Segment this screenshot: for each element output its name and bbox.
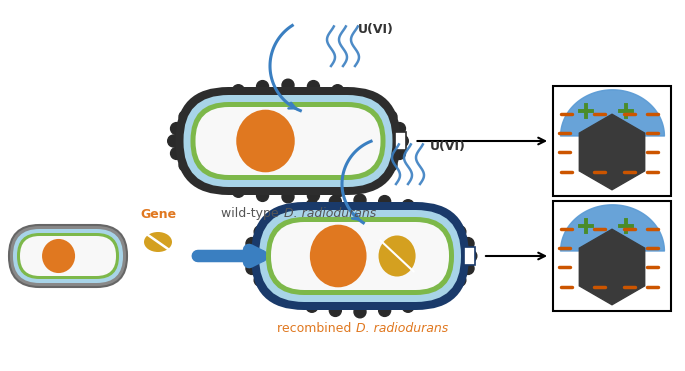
Text: wild-type: wild-type <box>221 207 283 220</box>
Text: Gene: Gene <box>140 207 176 220</box>
Circle shape <box>192 100 205 112</box>
Circle shape <box>179 159 191 171</box>
Circle shape <box>397 135 408 147</box>
Circle shape <box>171 122 183 135</box>
Circle shape <box>308 81 319 93</box>
Circle shape <box>465 250 477 262</box>
Circle shape <box>282 79 294 91</box>
Circle shape <box>379 304 390 316</box>
Ellipse shape <box>379 236 416 276</box>
Bar <box>553 86 671 196</box>
Circle shape <box>211 178 223 191</box>
Circle shape <box>354 194 366 206</box>
Circle shape <box>285 206 297 219</box>
Circle shape <box>267 285 279 297</box>
Circle shape <box>423 206 435 219</box>
Circle shape <box>462 262 474 275</box>
Circle shape <box>332 185 344 197</box>
Circle shape <box>257 190 269 201</box>
Circle shape <box>385 159 397 171</box>
Circle shape <box>267 215 279 227</box>
Circle shape <box>254 226 266 238</box>
FancyBboxPatch shape <box>13 229 123 283</box>
Circle shape <box>179 111 191 123</box>
Ellipse shape <box>310 225 366 287</box>
Circle shape <box>402 200 414 212</box>
FancyBboxPatch shape <box>266 217 454 295</box>
FancyBboxPatch shape <box>271 222 449 290</box>
Circle shape <box>454 226 466 238</box>
Ellipse shape <box>144 232 172 252</box>
Circle shape <box>329 304 341 316</box>
Circle shape <box>282 191 294 203</box>
Circle shape <box>353 178 365 191</box>
FancyBboxPatch shape <box>175 87 401 195</box>
Circle shape <box>462 237 474 250</box>
Circle shape <box>168 135 179 147</box>
Circle shape <box>329 196 341 208</box>
Circle shape <box>211 91 223 104</box>
FancyBboxPatch shape <box>251 202 469 310</box>
Circle shape <box>332 85 344 97</box>
Bar <box>464 247 475 265</box>
Circle shape <box>454 274 466 286</box>
Circle shape <box>308 190 319 201</box>
Circle shape <box>257 81 269 93</box>
Circle shape <box>423 293 435 306</box>
Ellipse shape <box>236 110 295 172</box>
FancyBboxPatch shape <box>17 233 119 279</box>
Text: D. radiodurans: D. radiodurans <box>356 322 448 335</box>
Circle shape <box>171 147 183 160</box>
Circle shape <box>393 122 406 135</box>
Circle shape <box>232 85 245 97</box>
Circle shape <box>306 300 318 312</box>
Circle shape <box>371 100 384 112</box>
Circle shape <box>379 196 390 208</box>
Bar <box>395 132 406 150</box>
Circle shape <box>306 200 318 212</box>
Text: recombined: recombined <box>277 322 355 335</box>
Bar <box>553 201 671 311</box>
Polygon shape <box>580 114 645 190</box>
Text: U(VI): U(VI) <box>358 23 394 36</box>
Text: D. radiodurans: D. radiodurans <box>284 207 376 220</box>
Circle shape <box>192 170 205 182</box>
Circle shape <box>440 285 453 297</box>
FancyBboxPatch shape <box>9 225 127 287</box>
FancyBboxPatch shape <box>195 107 380 175</box>
Circle shape <box>402 300 414 312</box>
Circle shape <box>353 91 365 104</box>
FancyBboxPatch shape <box>20 236 116 276</box>
FancyBboxPatch shape <box>259 210 461 302</box>
Circle shape <box>393 147 406 160</box>
FancyBboxPatch shape <box>190 102 386 180</box>
Circle shape <box>354 306 366 318</box>
Circle shape <box>243 250 256 262</box>
Circle shape <box>246 262 258 275</box>
Circle shape <box>440 215 453 227</box>
Polygon shape <box>580 229 645 305</box>
FancyBboxPatch shape <box>184 95 393 187</box>
Circle shape <box>371 170 384 182</box>
Ellipse shape <box>42 239 75 273</box>
Text: U(VI): U(VI) <box>430 139 466 152</box>
Circle shape <box>246 237 258 250</box>
Circle shape <box>385 111 397 123</box>
Circle shape <box>232 185 245 197</box>
Circle shape <box>285 293 297 306</box>
Circle shape <box>254 274 266 286</box>
